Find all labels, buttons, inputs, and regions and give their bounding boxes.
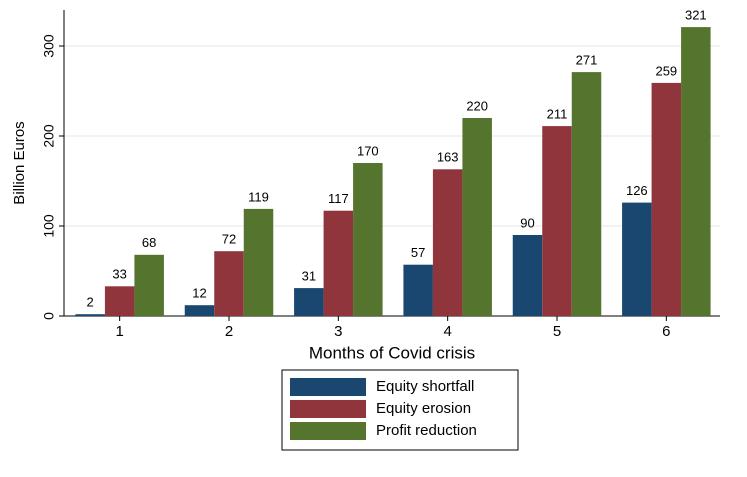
legend-swatch <box>290 422 366 440</box>
legend-label: Equity shortfall <box>376 378 474 395</box>
bar <box>75 314 105 316</box>
legend-label: Profit reduction <box>376 422 477 439</box>
data-label: 90 <box>520 215 534 230</box>
x-tick-label: 5 <box>553 323 561 340</box>
y-tick-label: 200 <box>41 124 57 148</box>
bar <box>512 235 543 316</box>
x-tick-label: 4 <box>443 323 451 340</box>
y-tick-label: 100 <box>41 214 57 238</box>
data-label: 72 <box>222 232 236 247</box>
bar <box>462 118 492 316</box>
data-label: 220 <box>466 98 488 113</box>
bar <box>214 251 244 316</box>
data-label: 31 <box>302 269 316 284</box>
bar <box>651 82 682 317</box>
bar <box>432 169 463 316</box>
legend-swatch <box>290 400 366 418</box>
bar <box>184 305 215 316</box>
x-axis-label: Months of Covid crisis <box>309 343 475 362</box>
bar <box>243 208 274 316</box>
bar <box>403 264 433 316</box>
bar <box>323 210 354 316</box>
bar <box>294 288 324 316</box>
data-label: 117 <box>328 191 349 206</box>
x-tick-label: 6 <box>662 323 670 340</box>
y-tick-label: 0 <box>41 312 57 320</box>
data-label: 68 <box>142 235 156 250</box>
x-tick-label: 2 <box>225 323 233 340</box>
bar <box>353 163 383 316</box>
bar <box>681 27 711 316</box>
legend-swatch <box>290 378 366 396</box>
data-label: 170 <box>357 143 379 158</box>
y-tick-label: 300 <box>41 34 57 58</box>
data-label: 33 <box>112 267 126 282</box>
data-label: 271 <box>576 53 598 68</box>
bar <box>542 126 572 316</box>
data-label: 57 <box>411 245 425 260</box>
data-label: 259 <box>655 63 677 78</box>
data-label: 163 <box>437 150 459 165</box>
x-tick-label: 1 <box>115 323 123 340</box>
bar <box>134 254 164 316</box>
data-label: 12 <box>192 286 206 301</box>
bar <box>622 202 652 316</box>
bar <box>104 286 135 316</box>
data-label: 126 <box>626 183 648 198</box>
x-tick-label: 3 <box>334 323 342 340</box>
legend-label: Equity erosion <box>376 400 471 417</box>
data-label: 119 <box>248 189 269 204</box>
data-label: 211 <box>547 107 568 122</box>
bar <box>571 72 602 316</box>
data-label: 321 <box>685 8 707 23</box>
data-label: 2 <box>87 295 94 310</box>
y-axis-label: Billion Euros <box>11 121 28 204</box>
